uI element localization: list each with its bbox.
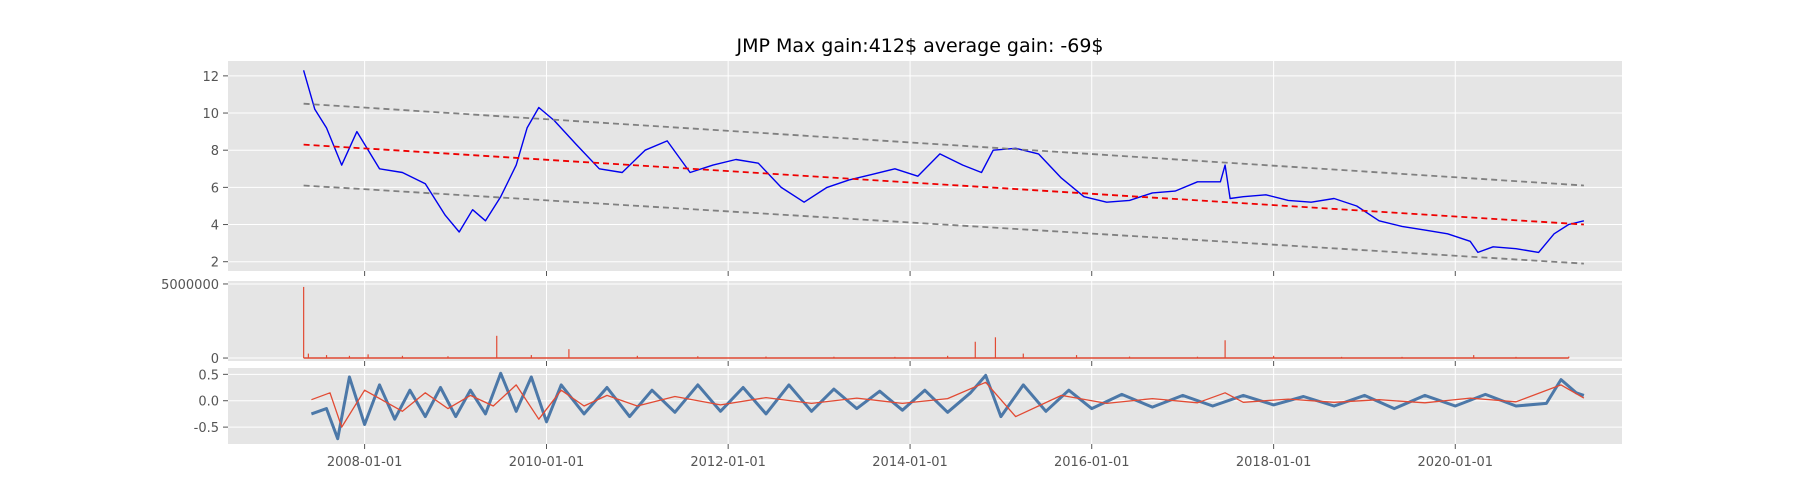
volume-panel: 0 5000000 — [161, 278, 1622, 367]
x-tick-label: 2008-01-01 — [327, 455, 403, 470]
y-tick-label: 12 — [202, 70, 219, 85]
volume-plot-area — [228, 281, 1622, 361]
y-tick-label: 0 — [211, 352, 219, 367]
y-tick-label: 10 — [202, 107, 219, 122]
x-tick-label: 2012-01-01 — [690, 455, 766, 470]
y-tick-label: 8 — [211, 144, 219, 159]
y-tick-label: 0.5 — [198, 368, 219, 383]
price-series-0 — [302, 70, 1585, 254]
chart-title: JMP Max gain:412$ average gain: -69$ — [735, 35, 1103, 57]
y-tick-label: 0.0 — [198, 395, 219, 410]
oscillator-series-1 — [311, 381, 1585, 428]
y-tick-label: 2 — [211, 256, 219, 271]
oscillator-plot-area — [228, 368, 1622, 444]
y-tick-label: 4 — [211, 219, 219, 234]
price-panel: 2 4 6 8 10 12 — [202, 61, 1622, 276]
x-tick-label: 2014-01-01 — [872, 455, 948, 470]
x-tick-label: 2010-01-01 — [509, 455, 585, 470]
x-tick-label: 2018-01-01 — [1236, 455, 1312, 470]
y-tick-label: -0.5 — [194, 421, 219, 436]
price-series-1 — [303, 143, 1584, 226]
oscillator-panel: -0.5 0.0 0.5 2008-01-01 2010-01-01 2012-01-01… — [194, 368, 1622, 470]
x-tick-label: 2016-01-01 — [1054, 455, 1130, 470]
y-tick-label: 6 — [211, 181, 219, 196]
price-series-2 — [303, 102, 1584, 187]
price-series-3 — [303, 184, 1584, 265]
price-plot-area — [228, 61, 1622, 271]
y-tick-label: 5000000 — [161, 278, 219, 293]
x-tick-label: 2020-01-01 — [1417, 455, 1493, 470]
